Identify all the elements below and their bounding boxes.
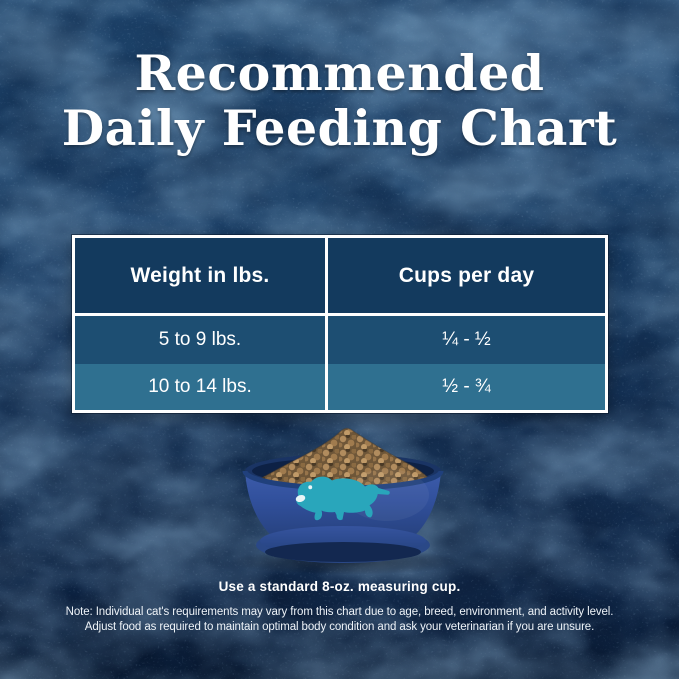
feeding-table: Weight in lbs. Cups per day 5 to 9 lbs. … — [72, 235, 608, 413]
column-header-cups: Cups per day — [328, 238, 605, 316]
measuring-cup-caption: Use a standard 8-oz. measuring cup. — [218, 579, 461, 594]
table-row-2-weight: 10 to 14 lbs. — [75, 364, 325, 410]
buffalo-horn — [308, 485, 313, 490]
table-row-1-weight: 5 to 9 lbs. — [75, 316, 325, 364]
pet-food-bowl-illustration — [237, 421, 449, 569]
title-line-1: Recommended — [134, 44, 545, 102]
bowl-foot — [256, 526, 430, 563]
buffalo-muzzle — [295, 494, 306, 503]
table-row-2-cups: ½ - ¾ — [328, 364, 605, 410]
column-header-weight: Weight in lbs. — [75, 238, 325, 316]
table-row-1-cups: ¼ - ½ — [328, 316, 605, 364]
buffalo-logo-icon — [295, 476, 390, 521]
note-line-1: Note: Individual cat's requirements may … — [65, 606, 614, 618]
page-title: Recommended Daily Feeding Chart — [0, 46, 679, 156]
title-line-2: Daily Feeding Chart — [61, 98, 618, 157]
pet-food-bowl — [242, 427, 444, 563]
feeding-note: Note: Individual cat's requirements may … — [27, 605, 652, 635]
note-line-2: Adjust food as required to maintain opti… — [84, 620, 595, 633]
